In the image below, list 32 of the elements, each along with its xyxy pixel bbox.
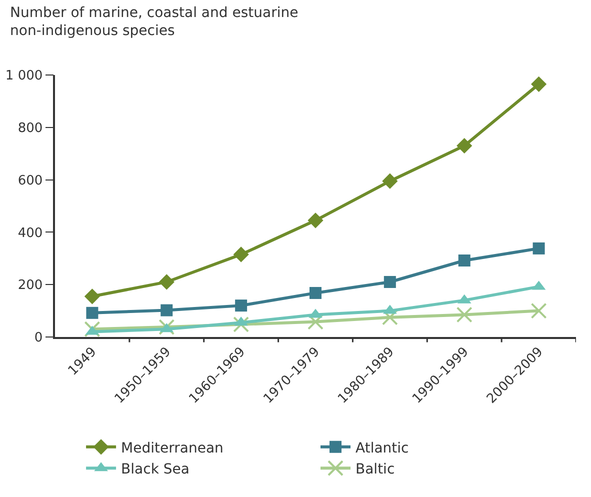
point <box>384 276 396 288</box>
y-tick-label: 200 <box>18 278 43 294</box>
legend-label: Mediterranean <box>121 440 224 456</box>
point <box>158 319 175 336</box>
legend-label: Black Sea <box>121 462 190 478</box>
legend-label: Atlantic <box>356 440 409 456</box>
point <box>84 321 100 338</box>
point <box>84 288 100 304</box>
point <box>308 314 324 330</box>
point <box>160 304 173 316</box>
point <box>235 300 248 312</box>
point <box>458 254 470 266</box>
y-tick-label: 0 <box>34 330 43 346</box>
point <box>530 76 547 92</box>
y-axis-title: Number of marine, coastal and estuarine non-indigenous species <box>10 5 298 40</box>
point <box>308 212 324 228</box>
point <box>158 274 174 290</box>
y-tick-label: 1 000 <box>5 68 43 84</box>
legend-label: Baltic <box>356 462 395 478</box>
y-tick-label: 600 <box>18 173 43 188</box>
point <box>530 302 547 319</box>
point <box>532 242 545 254</box>
point <box>233 246 249 262</box>
point <box>382 173 398 189</box>
point <box>86 306 98 319</box>
point <box>456 138 472 154</box>
y-tick-label: 800 <box>18 120 43 136</box>
point <box>456 306 472 323</box>
point <box>310 286 322 299</box>
point <box>382 309 398 326</box>
point <box>233 316 250 332</box>
y-tick-label: 400 <box>18 226 43 241</box>
